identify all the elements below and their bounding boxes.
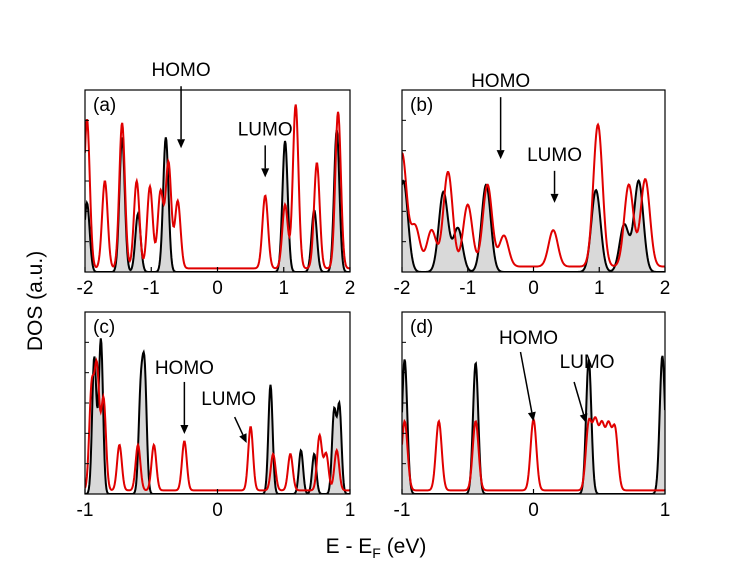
lumo-arrowhead (239, 433, 247, 444)
molecule-dos-line (402, 122, 665, 268)
x-tick-label: 1 (278, 278, 289, 299)
x-tick-label: -1 (77, 500, 94, 521)
x-tick-label: 0 (212, 278, 223, 299)
homo-arrow (519, 351, 533, 413)
total-dos-fill (402, 355, 665, 494)
x-tick-label: 2 (660, 278, 671, 299)
homo-label: HOMO (155, 358, 214, 379)
x-tick-label: -2 (394, 278, 411, 299)
homo-label: HOMO (471, 71, 530, 92)
total-dos-line (402, 355, 665, 494)
x-tick-label: -1 (143, 278, 160, 299)
molecule-dos-line (85, 357, 350, 492)
x-tick-label: -1 (459, 278, 476, 299)
lumo-label: LUMO (201, 389, 256, 410)
panel-label: (d) (410, 317, 433, 338)
y-axis-label: DOS (a.u.) (24, 251, 47, 351)
molecule-dos-line (402, 416, 665, 492)
panel-label: (a) (93, 95, 116, 116)
x-axis-label-subscript: F (372, 545, 381, 561)
homo-arrowhead (180, 424, 189, 434)
plot-area (85, 104, 350, 272)
homo-arrowhead (527, 411, 536, 422)
total-dos-fill (402, 180, 665, 272)
homo-label: HOMO (152, 60, 211, 81)
homo-label: HOMO (499, 328, 558, 349)
lumo-arrowhead (261, 168, 270, 178)
panel-b: -2 -1 0 1 2 (b) HOMO LUMO (394, 71, 671, 299)
total-dos-fill (85, 338, 350, 494)
panel-a: -2 -1 0 1 2 (a) HOMO LUMO (77, 60, 356, 299)
x-tick-label: 2 (345, 278, 356, 299)
panel-label: (b) (410, 95, 433, 116)
x-tick-label: 1 (345, 500, 356, 521)
homo-arrowhead (177, 139, 186, 149)
x-tick-label: -2 (77, 278, 94, 299)
x-axis-label: E - EF (eV) (326, 535, 427, 561)
total-dos-line (402, 179, 665, 272)
x-tick-label: -1 (394, 500, 411, 521)
x-tick-label: 1 (594, 278, 605, 299)
lumo-arrow (233, 416, 244, 436)
panel-c: -1 0 1 (c) HOMO LUMO (77, 311, 356, 521)
lumo-label: LUMO (238, 119, 293, 140)
lumo-arrowhead (550, 193, 559, 203)
x-axis-label-unit: (eV) (381, 535, 427, 558)
homo-arrowhead (496, 150, 505, 160)
lumo-arrow (573, 381, 585, 415)
x-tick-label: 0 (212, 500, 223, 521)
lumo-label: LUMO (560, 352, 615, 373)
x-tick-label: 0 (528, 278, 539, 299)
panel-label: (c) (93, 317, 115, 338)
x-tick-label: 1 (660, 500, 671, 521)
plot-area (402, 355, 665, 494)
lumo-label: LUMO (527, 145, 582, 166)
lumo-arrowhead (579, 413, 588, 424)
x-tick-label: 0 (528, 500, 539, 521)
plot-area (402, 122, 665, 272)
total-dos-line (85, 338, 350, 494)
plot-area (85, 338, 350, 494)
x-axis-label-main: E - E (326, 535, 373, 558)
